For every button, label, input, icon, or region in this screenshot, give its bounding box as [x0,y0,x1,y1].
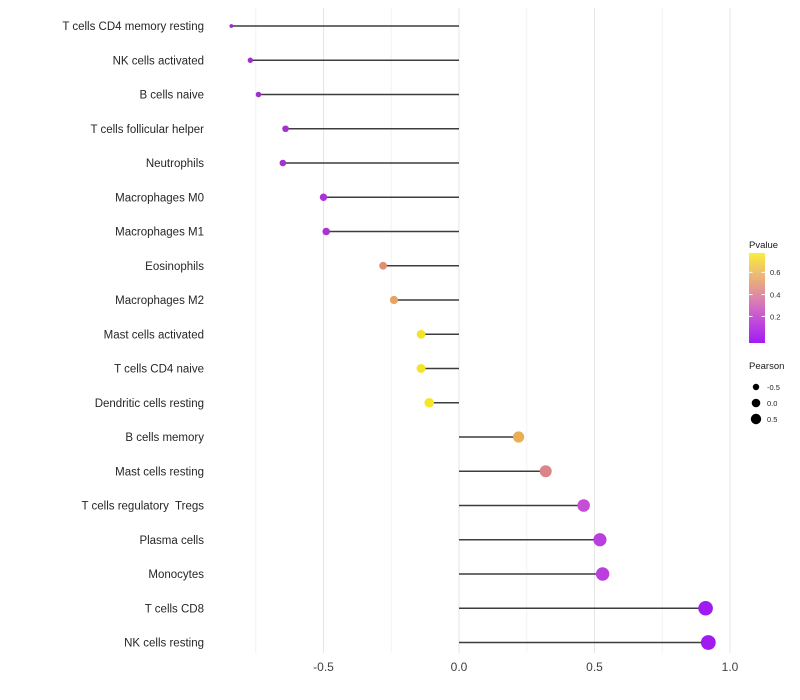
lollipop-dot [322,227,331,236]
lollipop-dot [416,329,426,339]
lollipop-dot [539,465,552,478]
lollipop-dot [319,193,328,201]
legend-pearson-label: 0.5 [767,415,777,424]
gridlines-minor [255,8,663,653]
lollipop-dot [593,533,607,547]
category-label: Dendritic cells resting [95,398,204,410]
legend-pvalue-gradient-bar [749,253,765,343]
category-label: T cells CD4 naive [114,364,204,376]
category-label: T cells regulatory Tregs [81,501,204,513]
category-label: Neutrophils [146,158,204,170]
legend-pvalue-tick-label: 0.6 [770,268,780,277]
legend-pearson-label: -0.5 [767,383,780,392]
category-label: Mast cells resting [115,466,204,478]
category-label: Monocytes [148,569,204,581]
lollipop-stems [231,25,709,644]
legend-pvalue-tick-label: 0.4 [770,290,780,299]
lollipop-dot [389,295,399,305]
y-axis-category-labels: T cells CD4 memory resting NK cells activ… [62,21,204,650]
lollipop-dot [424,397,434,408]
legend-pearson-dot [750,413,762,425]
lollipop-dot [229,24,234,28]
gridlines-major [323,8,731,653]
legend-pearson-dot [751,398,761,408]
category-label: Mast cells activated [104,329,204,341]
legend-pearson: Pearson -0.5 0.0 0.5 [749,361,784,425]
legend-pearson-dot [752,383,760,391]
category-label: T cells CD8 [145,603,204,615]
lollipop-dot [513,431,525,443]
x-axis-tick-labels: -0.5 0.0 0.5 1.0 [313,660,739,674]
legend-pearson-title: Pearson [749,361,784,372]
lollipop-dot [247,57,254,63]
x-tick-label: -0.5 [313,660,334,674]
category-label: Macrophages M0 [115,192,204,204]
x-tick-label: 1.0 [722,660,739,674]
category-label: Macrophages M1 [115,227,204,239]
x-tick-label: 0.5 [586,660,603,674]
category-label: NK cells activated [113,55,204,67]
legend-pvalue-tick-label: 0.2 [770,312,780,321]
legend-pvalue-title: Pvalue [749,240,778,251]
x-tick-label: 0.0 [451,660,468,674]
lollipop-dot [698,600,713,616]
legend-pearson-label: 0.0 [767,399,777,408]
category-label: T cells CD4 memory resting [62,21,204,33]
category-label: Macrophages M2 [115,295,204,307]
category-label: Plasma cells [139,535,204,547]
lollipop-dot [279,159,287,167]
legend-pvalue: Pvalue 0.6 0.4 0.2 [749,240,780,343]
lollipop-dot [255,91,262,98]
category-label: NK cells resting [124,638,204,650]
category-label: B cells memory [125,432,204,444]
category-label: Eosinophils [145,261,204,273]
lollipop-dot [595,567,610,581]
lollipop-dot [577,499,590,512]
lollipop-dot [282,125,289,133]
lollipop-dot [379,261,388,270]
category-label: B cells naive [139,90,204,102]
lollipop-dot [700,635,716,650]
lollipop-dots [229,24,716,650]
lollipop-dot [416,364,426,373]
category-label: T cells follicular helper [90,124,204,136]
